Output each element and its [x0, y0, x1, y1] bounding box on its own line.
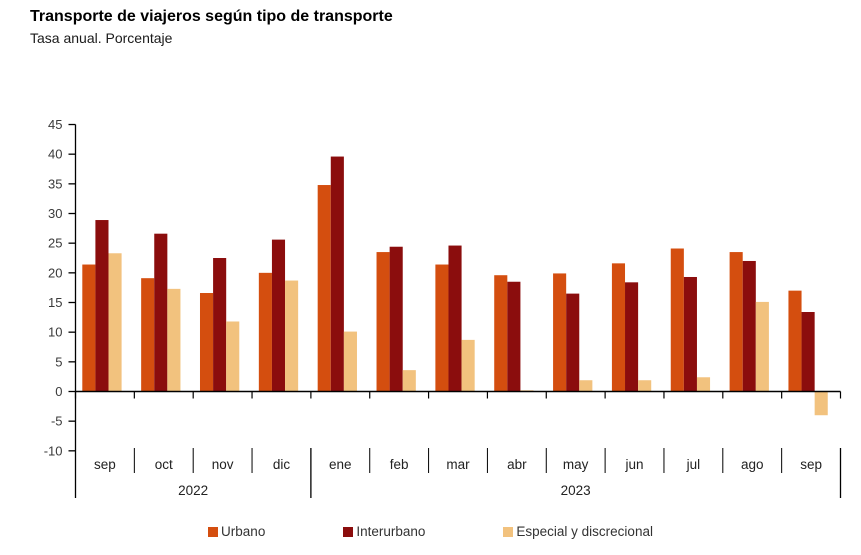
- bar: [82, 264, 96, 392]
- bar: [625, 282, 639, 392]
- bar: [448, 245, 462, 392]
- bar: [696, 377, 711, 392]
- bar: [814, 391, 828, 416]
- bar: [141, 278, 155, 392]
- month-label: may: [563, 457, 589, 472]
- bar: [402, 370, 416, 392]
- bar: [343, 331, 357, 392]
- y-axis-tick-label: 25: [48, 236, 62, 251]
- legend-label-urbano: Urbano: [221, 524, 266, 539]
- bar: [389, 246, 403, 392]
- chart-legend: Urbano Interurbano Especial y discrecion…: [0, 524, 861, 539]
- legend-swatch-interurbano: [343, 526, 354, 537]
- bar: [271, 239, 286, 392]
- month-label: dic: [273, 457, 291, 472]
- bar: [755, 301, 769, 392]
- month-label: sep: [800, 457, 822, 472]
- bar: [108, 253, 122, 392]
- bar: [729, 252, 743, 392]
- month-label: abr: [507, 457, 527, 472]
- month-label: feb: [390, 457, 409, 472]
- bar: [566, 293, 580, 392]
- bar: [494, 275, 508, 392]
- month-label: ago: [741, 457, 764, 472]
- legend-item-especial: Especial y discrecional: [503, 524, 653, 539]
- y-axis-tick-label: -5: [51, 414, 63, 429]
- y-axis-tick-label: 0: [55, 384, 62, 399]
- bar: [638, 380, 652, 392]
- bar: [553, 273, 567, 392]
- bar: [167, 288, 181, 392]
- month-label: sep: [94, 457, 116, 472]
- legend-swatch-especial: [503, 526, 514, 537]
- month-label: jul: [686, 457, 701, 472]
- bar: [285, 280, 299, 392]
- bar: [611, 263, 626, 392]
- y-axis-tick-label: 10: [48, 325, 62, 340]
- bar: [226, 321, 240, 392]
- legend-label-especial: Especial y discrecional: [516, 524, 653, 539]
- month-label: nov: [212, 457, 234, 472]
- y-axis-tick-label: 30: [48, 206, 62, 221]
- y-axis-tick-label: 40: [48, 147, 62, 162]
- month-label: mar: [446, 457, 470, 472]
- y-axis-tick-label: 35: [48, 176, 62, 191]
- month-label: oct: [155, 457, 173, 472]
- y-axis-tick-label: -10: [44, 443, 63, 458]
- legend-item-interurbano: Interurbano: [343, 524, 425, 539]
- bar: [742, 260, 756, 392]
- bar: [801, 312, 815, 392]
- chart-title: Transporte de viajeros según tipo de tra…: [30, 8, 393, 25]
- chart-subtitle: Tasa anual. Porcentaje: [30, 30, 173, 46]
- bar: [670, 248, 684, 392]
- bar: [199, 293, 214, 392]
- bar: [154, 233, 168, 392]
- bar: [507, 281, 521, 392]
- bar: [683, 276, 697, 392]
- y-axis-tick-label: 5: [55, 354, 62, 369]
- bar: [95, 220, 109, 392]
- legend-label-interurbano: Interurbano: [356, 524, 426, 539]
- bar: [435, 264, 449, 392]
- legend-swatch-urbano: [208, 526, 219, 537]
- bar: [213, 258, 227, 392]
- bar: [579, 380, 593, 392]
- y-axis-tick-label: 15: [48, 295, 62, 310]
- bar: [461, 339, 475, 392]
- month-label: ene: [329, 457, 352, 472]
- year-label: 2022: [178, 483, 208, 498]
- bar: [317, 185, 331, 392]
- y-axis-tick-label: 45: [48, 117, 62, 132]
- bar: [788, 290, 802, 392]
- month-label: jun: [625, 457, 644, 472]
- bar: [330, 156, 344, 392]
- y-axis-tick-label: 20: [48, 265, 62, 280]
- legend-item-urbano: Urbano: [208, 524, 265, 539]
- bar: [376, 252, 390, 392]
- bar: [258, 272, 272, 392]
- year-label: 2023: [561, 483, 591, 498]
